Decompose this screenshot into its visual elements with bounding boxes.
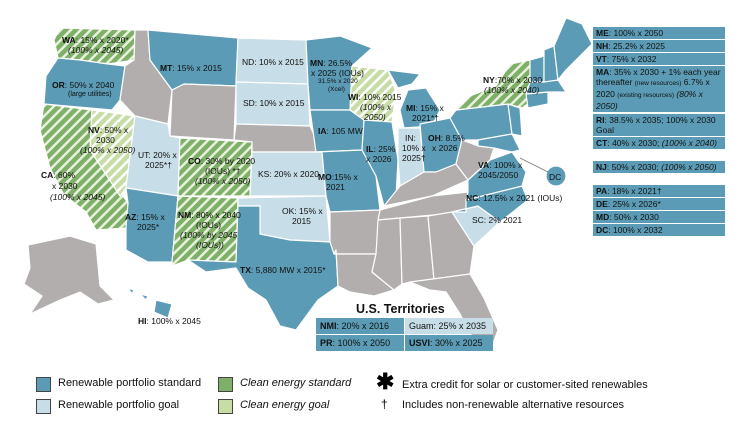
label-wi-3: 2050) [364,112,386,122]
territory-nmi-bg [316,318,404,334]
label-sd: SD: 10% x 2015 [243,98,305,108]
side-box-md: MD: 50% x 2030 [593,211,725,223]
label-in: IN: [405,133,416,143]
dagger-icon: † [381,397,388,411]
state-ak [23,235,115,315]
label-co-3: (100% x 2050) [195,176,251,186]
label-mo-2: 2021 [326,182,345,192]
label-mi-2: 2021*† [412,113,439,123]
legend-swatch-ces [218,377,233,392]
label-il-2: x 2026 [366,154,392,164]
legend-dagger: Includes non-renewable alternative resou… [402,399,624,411]
label-ut-2: 2025*† [145,160,172,170]
label-wi: WI: 10% 2015 [348,92,402,102]
label-nv-3: (100% x 2050) [80,145,136,155]
label-co-2: (IOUs) *† [205,166,241,176]
label-wa-goal: (100% x 2045) [68,45,124,55]
label-mi: MI: 15% x [406,103,444,113]
state-ky [383,163,469,207]
side-box-pa: PA: 18% x 2021† [593,185,725,197]
territory-guam-bg [405,318,493,334]
territory-guam: Guam: 25% x 2035 [409,321,487,331]
label-va: VA: 100% x [478,160,523,170]
state-va [465,151,527,201]
territories-title: U.S. Territories [356,302,445,316]
side-box-de: DE: 25% x 2026* [593,198,725,210]
label-nm-2: (IOUs) [196,220,222,230]
territory-usvi-bg [405,335,493,351]
label-nv: NV: 50% x [88,125,129,135]
legend-ces-goal: Clean energy goal [240,399,330,411]
label-ia: IA: 105 MW [318,126,363,136]
label-ca: CA: 60% [41,170,76,180]
label-wa: WA: 15% x 2020* [62,35,129,45]
label-ca-2: x 2030 [52,181,78,191]
state-hi [127,287,173,319]
label-wi-2: (100% x [360,102,392,112]
state-ar [329,209,381,255]
label-mo: MO:15% x [318,172,358,182]
side-box-me: ME: 100% x 2050 [593,27,725,39]
territory-pr: PR: 100% x 2050 [320,338,391,348]
label-mn-2: x 2025 (IOUs) [311,68,364,78]
label-ny-2: (100% x 2040) [484,85,540,95]
label-co: CO: 30% by 2020 [188,156,256,166]
territory-usvi: USVI: 30% x 2025 [409,338,483,348]
territory-pr-bg [316,335,404,351]
side-box-vt: VT: 75% x 2032 [593,53,725,65]
side-box-ma: MA: 35% x 2030 + 1% each year thereafter… [593,66,725,112]
state-nc [451,185,529,223]
label-ok-2: 2015 [292,216,311,226]
label-va-2: 2045/2050 [478,170,519,180]
label-mn-3: 31.5% x 2020 [318,78,358,85]
legend-rps: Renewable portfolio standard [58,377,202,389]
legend-ces: Clean energy standard [240,377,352,389]
label-nd: ND: 10% x 2015 [242,57,304,67]
label-nc: NC: 12.5% x 2021 (IOUs) [466,193,563,203]
label-hi: HI: 100% x 2045 [138,316,201,326]
side-box-dc: DC: 100% x 2032 [593,224,725,236]
label-ks: KS: 20% x 2020 [258,169,319,179]
state-wy [169,83,237,141]
label-in-2: 10% x [402,143,426,153]
side-box-nh: NH: 25.2% x 2025 [593,40,725,52]
label-mt: MT: 15% x 2015 [160,63,222,73]
label-oh-2: x 2026 [432,143,458,153]
label-in-3: 2025† [402,153,426,163]
label-sc: SC: 2% 2021 [472,215,523,225]
label-tx: TX: 5,880 MW x 2015* [240,265,326,275]
state-tx [187,205,339,331]
side-box-nj: NJ: 50% x 2030; (100% x 2050) [593,161,725,173]
label-il: IL: 25% [366,144,396,154]
legend-swatch-ces-goal [218,399,233,414]
side-box-ct: CT: 40% x 2030; (100% x 2040) [593,137,725,149]
legend-star: Extra credit for solar or customer-sited… [402,379,648,391]
label-nm-4: (IOUs)) [196,240,224,250]
label-oh: OH: 8.5% [428,133,465,143]
legend-swatch-goal [36,399,51,414]
legend-goal: Renewable portfolio goal [58,399,180,411]
legend-swatch-rps [36,377,51,392]
label-az-2: 2025* [137,222,160,232]
dc-marker [545,165,567,187]
label-ut: UT: 20% x [138,150,177,160]
label-or-note: (large utilities) [68,91,112,98]
label-ok: OK: 15% x [282,206,323,216]
label-az: AZ: 15% x [125,212,165,222]
label-nm-3: (100% by 2045 [180,230,238,240]
state-me [553,17,593,81]
territory-nmi: NMI: 20% x 2016 [320,321,390,331]
label-ca-3: (100% x 2045) [50,192,106,202]
side-box-ri: RI: 38.5% x 2035; 100% x 2030 Goal [593,114,725,136]
label-nm: NM: 80% x 2040 [178,210,241,220]
state-nv [89,109,136,197]
asterisk-icon: ✱ [376,369,395,394]
label-mn-4: (Xcel) [328,86,345,93]
label-nv-2: 2030 [96,135,115,145]
label-dc-marker: DC [549,172,562,182]
label-or: OR: 50% x 2040 [52,80,115,90]
label-ny: NY:70% x 2030 [483,75,543,85]
label-mn: MN: 26.5% [310,58,353,68]
